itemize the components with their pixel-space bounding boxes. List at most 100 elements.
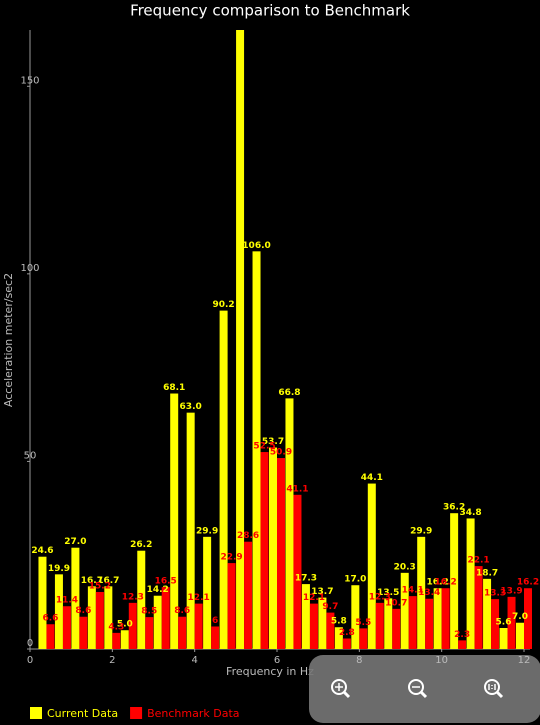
value-label: 63.0 xyxy=(180,402,202,412)
value-label: 16.7 xyxy=(97,576,119,586)
bar xyxy=(236,30,245,649)
value-label: 13.9 xyxy=(500,586,522,596)
value-label: 26.2 xyxy=(130,540,152,550)
y-tick-label: 0 xyxy=(27,638,33,649)
bar xyxy=(128,602,137,649)
bar xyxy=(178,616,187,649)
value-label: 5.5 xyxy=(355,618,371,628)
value-label: 13.3 xyxy=(484,589,506,599)
bar xyxy=(120,630,129,649)
zoom-panel xyxy=(309,655,540,723)
zoom-in-handle xyxy=(342,690,351,699)
value-label: 5.6 xyxy=(496,617,512,627)
bar xyxy=(334,627,343,649)
bar xyxy=(112,632,121,649)
bar xyxy=(441,588,450,649)
bar xyxy=(277,458,285,649)
value-label: 24.6 xyxy=(31,546,53,556)
bar xyxy=(507,596,516,649)
bar xyxy=(301,584,310,649)
x-tick-label: 0 xyxy=(27,655,33,666)
y-axis-label: Acceleration meter/sec2 xyxy=(2,273,15,407)
bar xyxy=(269,447,277,649)
value-label: 16.5 xyxy=(155,577,177,587)
bar xyxy=(450,513,459,649)
bar xyxy=(293,494,302,649)
legend-label: Current Data xyxy=(47,707,118,720)
value-label: 16.2 xyxy=(427,578,449,588)
bar xyxy=(87,586,96,649)
value-label: 19.9 xyxy=(48,564,70,574)
bar xyxy=(466,518,475,649)
y-tick-label: 100 xyxy=(20,263,39,274)
value-label: 6.6 xyxy=(42,614,58,624)
legend-swatch xyxy=(30,707,42,719)
zoom-reset-button[interactable] xyxy=(484,679,504,699)
bar xyxy=(95,591,104,649)
x-tick-label: 2 xyxy=(109,655,115,666)
bar xyxy=(392,608,401,649)
bar xyxy=(458,640,467,649)
value-label: 50.9 xyxy=(270,448,292,458)
bar xyxy=(38,556,47,649)
bar xyxy=(384,598,393,649)
bar xyxy=(219,310,228,649)
bar xyxy=(359,628,368,649)
bar xyxy=(244,541,253,649)
legend-label: Benchmark Data xyxy=(147,707,239,720)
value-label: 2.3 xyxy=(454,630,470,640)
value-label: 22.1 xyxy=(467,556,489,566)
value-label: 20.3 xyxy=(394,562,416,572)
value-label: 13.4 xyxy=(418,588,440,598)
value-label: 8.6 xyxy=(75,606,91,616)
zoom-out-button[interactable] xyxy=(408,679,428,699)
value-label: 5.0 xyxy=(117,620,133,630)
bar xyxy=(260,452,269,649)
value-label: 17.0 xyxy=(344,575,366,585)
bar xyxy=(516,622,524,649)
bar xyxy=(425,598,434,649)
value-label: 29.9 xyxy=(196,526,218,536)
value-label: 34.8 xyxy=(459,508,481,518)
value-label: 9.7 xyxy=(322,602,338,612)
x-tick-label: 6 xyxy=(274,655,280,666)
value-label: 10.7 xyxy=(385,598,407,608)
bar xyxy=(54,574,63,649)
bar xyxy=(491,599,500,649)
bar xyxy=(46,624,55,649)
bar xyxy=(211,626,220,649)
value-label: 8.6 xyxy=(174,606,190,616)
value-label: 12.3 xyxy=(122,592,144,602)
bar xyxy=(318,597,327,649)
zoom-controls xyxy=(309,655,540,723)
value-label: 66.8 xyxy=(278,388,300,398)
value-label: 16.7 xyxy=(81,576,103,586)
value-label: 5.8 xyxy=(331,617,347,627)
value-label: 29.9 xyxy=(410,526,432,536)
value-label: 8.5 xyxy=(141,607,157,617)
value-label: 68.1 xyxy=(163,383,185,393)
bar xyxy=(375,602,384,649)
zoom-in-plus xyxy=(335,683,343,691)
x-tick-label: 12 xyxy=(518,655,531,666)
bar xyxy=(194,603,203,649)
bar xyxy=(433,588,442,649)
value-label: 2.8 xyxy=(339,628,355,638)
plot-area xyxy=(38,30,532,649)
value-label: 27.0 xyxy=(64,537,86,547)
bar xyxy=(170,393,179,649)
y-tick-label: 150 xyxy=(20,75,39,86)
legend-swatch xyxy=(130,707,143,719)
value-label: 14.2 xyxy=(147,585,169,595)
bar xyxy=(524,588,532,649)
y-tick-label: 50 xyxy=(24,450,37,461)
bar xyxy=(285,398,294,649)
bar xyxy=(408,596,417,649)
zoom-in-button[interactable] xyxy=(331,679,351,699)
zoom-out-handle xyxy=(419,690,428,699)
x-axis-label: Frequency in Hz xyxy=(226,665,314,678)
bar xyxy=(153,595,162,649)
value-label: 7.0 xyxy=(512,612,528,622)
